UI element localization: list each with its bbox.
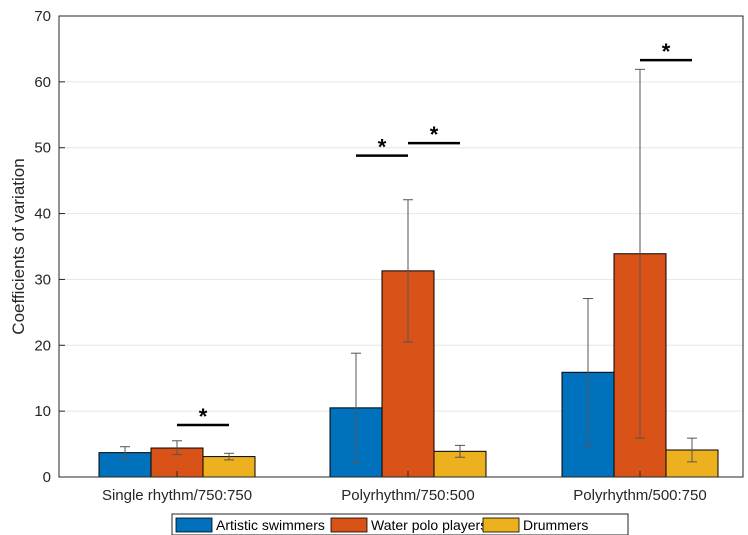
x-tick-label: Polyrhythm/750:500 (341, 487, 474, 504)
y-tick-label: 60 (34, 74, 51, 91)
significance-star: * (430, 122, 439, 147)
y-tick-label: 10 (34, 403, 51, 420)
x-axis-ticks: Single rhythm/750:750 Polyrhythm/750:500 P… (102, 471, 707, 504)
significance-star: * (662, 39, 671, 64)
y-axis-label: Coefficients of variation (9, 158, 28, 334)
y-tick-label: 50 (34, 140, 51, 157)
y-axis-ticks: 0 10 20 30 40 50 60 70 (34, 8, 65, 486)
x-tick-label: Polyrhythm/500:750 (573, 487, 706, 504)
legend-label: Water polo players (371, 517, 487, 533)
y-tick-label: 40 (34, 206, 51, 223)
legend-swatch (175, 517, 213, 533)
y-tick-label: 70 (34, 8, 51, 25)
error-bars (120, 68, 697, 464)
significance-star: * (378, 135, 387, 160)
legend: Artistic swimmers Water polo players Drumm… (171, 513, 629, 535)
plot-area-frame (58, 15, 744, 478)
y-tick-label: 0 (43, 469, 51, 486)
legend-label: Drummers (523, 517, 588, 533)
legend-swatch (482, 517, 520, 533)
y-tick-label: 30 (34, 271, 51, 288)
significance-markers: * * * * (177, 39, 692, 429)
x-tick-label: Single rhythm/750:750 (102, 487, 252, 504)
y-tick-label: 20 (34, 337, 51, 354)
legend-label: Artistic swimmers (216, 517, 325, 533)
legend-swatch (330, 517, 368, 533)
significance-star: * (199, 404, 208, 429)
